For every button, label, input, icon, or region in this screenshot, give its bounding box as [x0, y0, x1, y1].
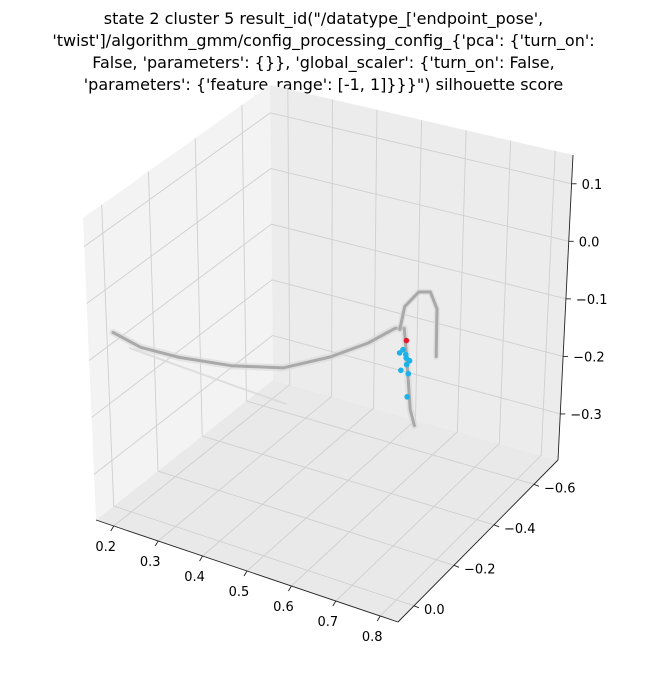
y-tick-label: −0.4 — [504, 522, 536, 537]
x-gridline — [202, 109, 378, 557]
back-pane — [270, 85, 573, 460]
z-tick-label: −0.1 — [576, 293, 608, 308]
y-tick-mark — [493, 524, 500, 528]
x-tick-label: 0.5 — [229, 585, 250, 600]
y-axis-line — [397, 459, 559, 623]
y-gridline — [101, 204, 415, 607]
trajectory-line — [111, 326, 416, 428]
x-gridline — [113, 89, 291, 527]
y-tick-label: −0.2 — [464, 562, 496, 577]
grid-lines — [83, 89, 572, 617]
x-tick-mark — [199, 555, 203, 562]
y-tick-mark — [413, 605, 420, 609]
faint-trajectory-line — [128, 347, 287, 405]
highlight-point — [403, 337, 410, 344]
chart-title-line: 'parameters': {'feature_range': [-1, 1]}… — [83, 75, 564, 94]
x-tick-label: 0.8 — [362, 630, 383, 645]
cluster-point — [398, 367, 404, 374]
cluster-point — [406, 357, 413, 364]
cluster-point — [403, 351, 409, 358]
chart-title-line: 'twist']/algorithm_gmm/config_processing… — [52, 31, 595, 50]
z-gridline — [91, 279, 564, 418]
upper-loop-line — [398, 290, 439, 359]
x-tick-label: 0.4 — [184, 570, 205, 585]
data-series — [109, 288, 440, 430]
y-tick-mark — [533, 483, 540, 487]
x-tick-label: 0.7 — [317, 615, 338, 630]
cluster-point — [404, 394, 410, 400]
z-gridline — [83, 112, 572, 247]
y-tick-label: −0.6 — [544, 481, 576, 496]
cluster-point — [405, 370, 412, 377]
y-gridline — [194, 138, 495, 526]
x-gridline — [157, 99, 333, 542]
x-tick-label: 0.2 — [95, 540, 116, 555]
x-tick-label: 0.3 — [140, 555, 161, 570]
x-tick-mark — [154, 540, 159, 547]
x-tick-mark — [332, 600, 337, 607]
y-gridline — [148, 171, 455, 566]
z-gridline — [93, 334, 561, 475]
z-tick-label: 0.1 — [582, 178, 603, 193]
cluster-point — [400, 346, 406, 353]
chart-title-line: state 2 cluster 5 result_id("/datatype_[… — [103, 9, 544, 28]
x-gridline — [335, 140, 512, 602]
z-tick-label: 0.0 — [579, 235, 600, 250]
z-gridline — [86, 168, 569, 304]
x-tick-mark — [110, 525, 115, 532]
chart-title-line: False, 'parameters': {}}, 'global_scaler… — [92, 53, 555, 72]
z-tick-label: −0.2 — [573, 350, 605, 365]
left-pane — [83, 85, 273, 520]
x-gridline — [379, 150, 556, 617]
z-tick-label: −0.3 — [570, 408, 602, 423]
z-gridline — [88, 223, 567, 361]
cluster-point — [403, 361, 410, 368]
x-gridline — [291, 130, 467, 587]
x-tick-mark — [376, 615, 381, 622]
y-tick-mark — [453, 564, 460, 568]
y-tick-label: 0.0 — [424, 603, 445, 618]
z-axis-line — [557, 154, 574, 461]
x-tick-mark — [288, 585, 292, 592]
chart-title: state 2 cluster 5 result_id("/datatype_[… — [0, 8, 647, 96]
x-tick-label: 0.6 — [273, 600, 294, 615]
tick-labels: 0.2 0.3 0.4 0.5 0.6 0.7 0.8 −0.6 −0.4 −0.2 0.0 −0.3… — [95, 178, 607, 645]
y-gridline — [241, 104, 535, 485]
x-tick-mark — [243, 570, 248, 577]
